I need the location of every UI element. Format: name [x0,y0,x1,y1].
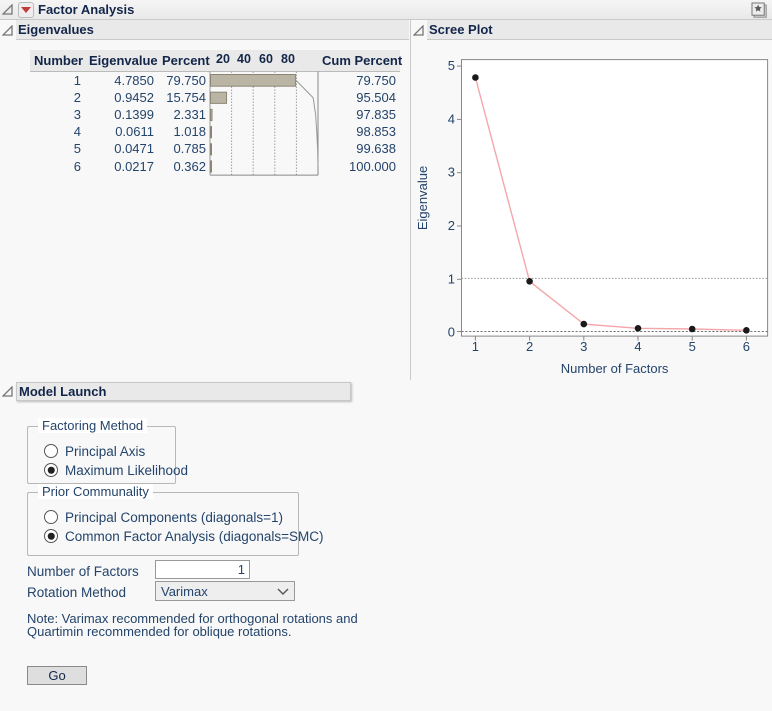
svg-text:80: 80 [281,52,295,66]
svg-text:2: 2 [448,218,455,233]
svg-text:4: 4 [634,339,641,354]
svg-text:0: 0 [448,325,455,340]
svg-text:Number of Factors: Number of Factors [561,361,669,376]
svg-text:5: 5 [689,339,696,354]
svg-text:3: 3 [580,339,587,354]
svg-text:20: 20 [216,52,230,66]
svg-text:2: 2 [526,339,533,354]
svg-text:5: 5 [448,58,455,73]
svg-text:4: 4 [448,111,455,126]
svg-text:6: 6 [743,339,750,354]
svg-text:40: 40 [237,52,251,66]
svg-text:1: 1 [448,271,455,286]
svg-text:Eigenvalue: Eigenvalue [415,166,430,230]
svg-text:60: 60 [259,52,273,66]
svg-text:1: 1 [472,339,479,354]
svg-text:3: 3 [448,165,455,180]
